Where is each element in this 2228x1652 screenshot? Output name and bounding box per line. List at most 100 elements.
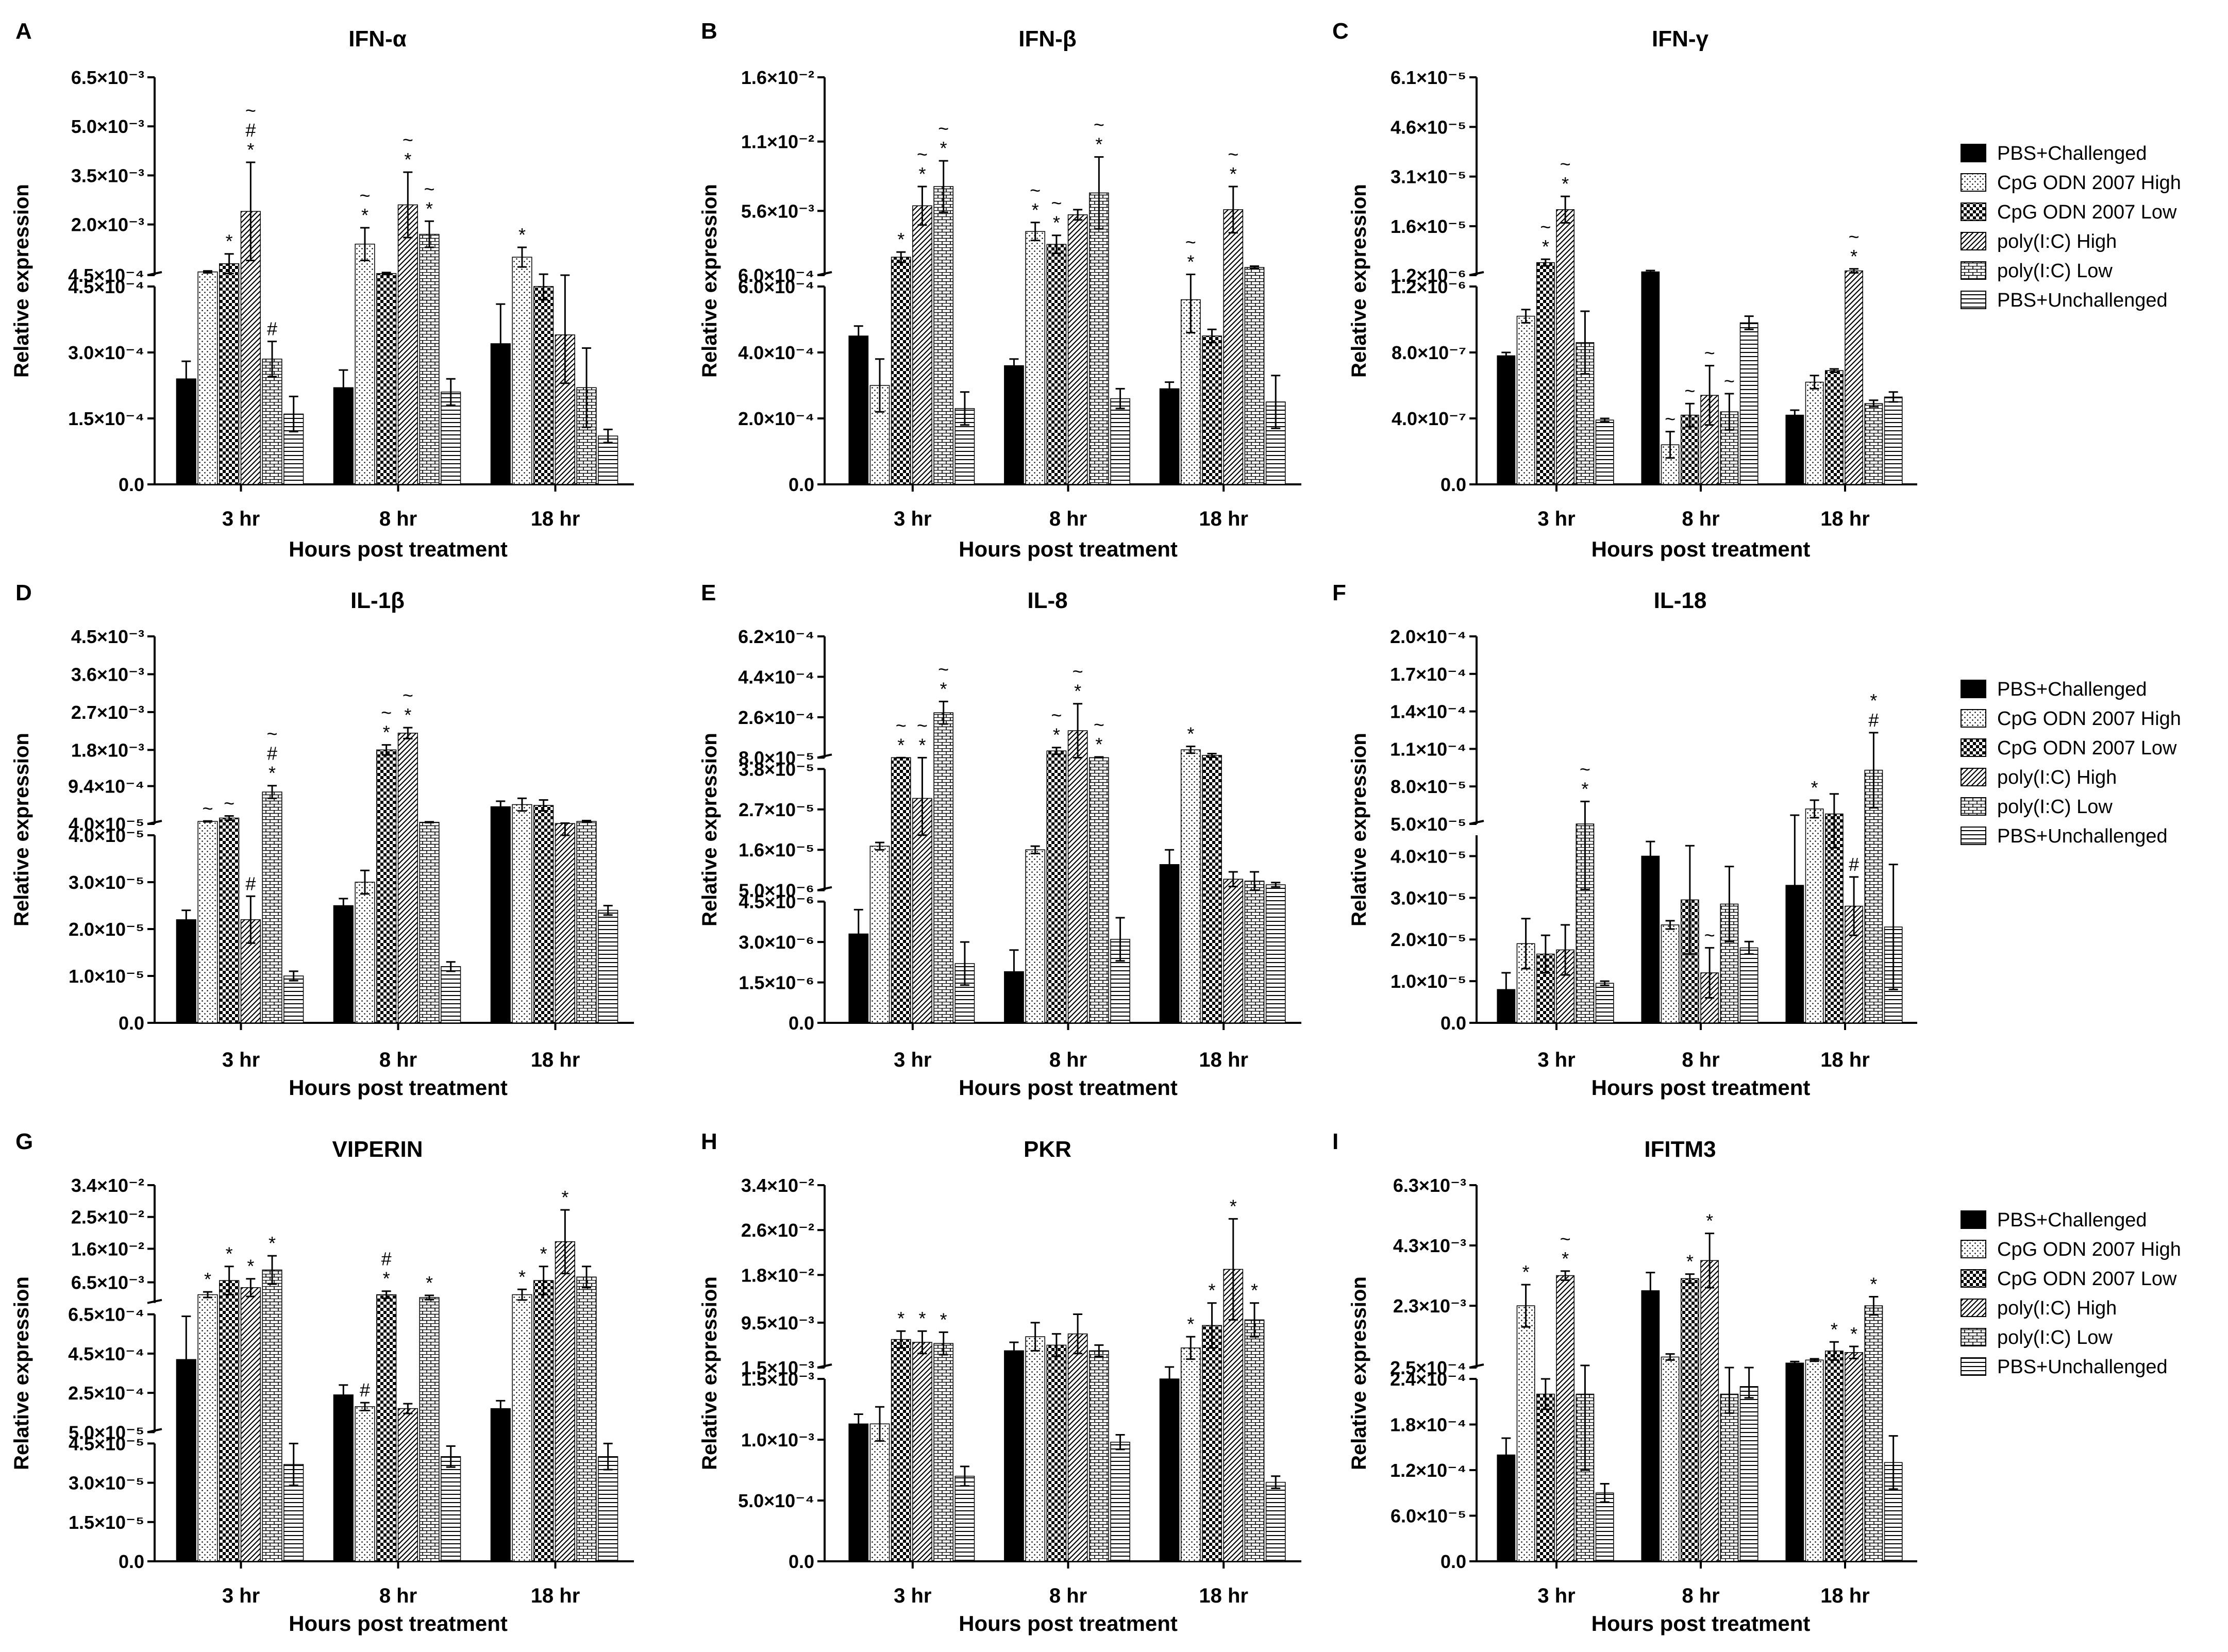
y-tick-label: 1.2×10⁻⁶ xyxy=(1391,276,1466,297)
significance-mark: * xyxy=(518,224,526,245)
bar xyxy=(1004,365,1024,485)
y-tick-label: 3.6×10⁻³ xyxy=(71,664,144,685)
legend-swatch xyxy=(1961,680,1986,698)
y-tick-label: 6.3×10⁻³ xyxy=(1393,1175,1466,1196)
significance-mark: * xyxy=(918,163,926,184)
significance-mark: ~ xyxy=(938,659,949,680)
axis-break-mark xyxy=(147,820,162,825)
axis-break-mark xyxy=(147,1428,162,1434)
significance-mark: # xyxy=(245,873,256,894)
panel-letter: E xyxy=(701,580,716,605)
panel-title: IFITM3 xyxy=(1644,1137,1716,1162)
y-tick-label: 1.0×10⁻³ xyxy=(741,1429,814,1451)
bar xyxy=(197,1294,218,1562)
panel-i: I IFITM3 0.0 6.0×10⁻⁵ 1.2×10⁻⁴ 1.8×10⁻⁴ 2.4×10… xyxy=(1332,1129,1917,1636)
significance-mark: * xyxy=(1811,777,1818,798)
significance-mark: ~ xyxy=(1684,380,1695,401)
y-tick-label: 4.4×10⁻⁴ xyxy=(738,666,814,687)
legend-swatch xyxy=(1961,1269,1986,1288)
panel-g: G VIPERIN 0.0 1.5×10⁻⁵ 3.0×10⁻⁵ 4.5×10⁻⁵5.0×1… xyxy=(10,1129,634,1636)
significance-mark: * xyxy=(897,1308,904,1329)
significance-mark: * xyxy=(1230,163,1237,184)
y-axis-label: Relative expression xyxy=(698,184,721,378)
significance-mark: * xyxy=(269,763,276,784)
significance-mark: * xyxy=(404,704,411,726)
significance-mark: * xyxy=(1187,1313,1194,1335)
significance-mark: ~ xyxy=(403,129,413,150)
panel-letter: H xyxy=(701,1129,717,1154)
bar xyxy=(1025,849,1046,1023)
bar xyxy=(262,359,282,485)
significance-mark: * xyxy=(897,734,904,755)
significance-mark: * xyxy=(1095,134,1102,155)
bar xyxy=(1641,271,1660,485)
y-tick-label: 3.0×10⁻⁴ xyxy=(68,342,144,363)
bar xyxy=(1067,1333,1088,1562)
bar xyxy=(1884,1462,1903,1562)
y-tick-label: 1.2×10⁻⁶ xyxy=(1391,265,1466,286)
y-tick-label: 8.0×10⁻⁵ xyxy=(739,747,814,768)
bar xyxy=(1641,1290,1660,1562)
bar xyxy=(176,919,196,1023)
significance-mark: * xyxy=(1230,1195,1237,1217)
significance-mark: ~ xyxy=(267,723,278,745)
panel-title: IFN-γ xyxy=(1652,26,1709,52)
y-tick-label: 4.5×10⁻⁶ xyxy=(739,891,814,913)
panel-title: IFN-β xyxy=(1018,26,1076,52)
legend-label: PBS+Unchallenged xyxy=(1997,1356,2168,1378)
legend-label: CpG ODN 2007 High xyxy=(1997,172,2181,194)
bar xyxy=(219,817,240,1023)
y-tick-label: 3.5×10⁻³ xyxy=(71,165,144,186)
bar xyxy=(376,749,397,1023)
significance-mark: # xyxy=(245,120,256,141)
significance-mark: ~ xyxy=(381,702,392,723)
y-tick-label: 6.5×10⁻³ xyxy=(71,67,144,88)
bar xyxy=(1244,881,1265,1023)
panels-layer: A IFN-α0.01.5×10⁻⁴3.0×10⁻⁴4.5×10⁻⁴4.5×10⁻… xyxy=(10,19,1917,1636)
significance-mark: ~ xyxy=(917,715,928,736)
legend-swatch xyxy=(1961,827,1986,845)
significance-mark: * xyxy=(1831,1319,1838,1340)
bar xyxy=(355,243,375,485)
bar xyxy=(262,791,282,1023)
y-tick-label: 4.5×10⁻⁵ xyxy=(69,1433,144,1454)
bar xyxy=(1536,1393,1555,1562)
y-tick-label: 2.0×10⁻⁵ xyxy=(1391,929,1466,950)
axis-break-mark xyxy=(147,1299,162,1304)
y-tick-label: 2.6×10⁻² xyxy=(741,1220,814,1241)
significance-mark: ~ xyxy=(424,178,435,199)
y-tick-label: 0.0 xyxy=(789,1013,814,1034)
significance-mark: * xyxy=(940,678,947,699)
bar xyxy=(1244,267,1265,485)
y-tick-label: 1.8×10⁻³ xyxy=(71,739,144,761)
bar xyxy=(555,1241,575,1562)
bar xyxy=(1680,1278,1699,1562)
bar xyxy=(1223,209,1244,485)
y-tick-label: 0.0 xyxy=(119,1551,144,1572)
significance-mark: * xyxy=(1850,246,1857,267)
legend-swatch xyxy=(1961,738,1986,757)
significance-mark: * xyxy=(247,1256,254,1277)
bar xyxy=(1739,947,1758,1023)
significance-mark: ~ xyxy=(1540,216,1551,238)
significance-mark: ~ xyxy=(1849,226,1860,247)
x-tick-label: 18 hr xyxy=(531,1049,580,1071)
significance-mark: * xyxy=(540,1243,547,1265)
panel-c: C IFN-γ 0.0 4.0×10⁻⁷ 8.0×10⁻⁷ 1.2×10⁻⁶1.2×10⁻… xyxy=(1332,19,1917,561)
y-tick-label: 6.0×10⁻⁴ xyxy=(738,276,814,297)
bar xyxy=(1805,381,1824,485)
x-tick-label: 8 hr xyxy=(1049,1584,1087,1607)
significance-mark: ~ xyxy=(1704,343,1715,364)
bar xyxy=(869,1423,890,1562)
significance-mark: * xyxy=(918,734,926,755)
x-axis-label: Hours post treatment xyxy=(1592,1611,1811,1636)
panel-a: A IFN-α 0.0 1.5×10⁻⁴ 3.0×10⁻⁴ 4.5×10⁻⁴4.5×10⁻… xyxy=(10,19,634,561)
panel-h: H PKR 0.0 5.0×10⁻⁴ 1.0×10⁻³ 1.5×10⁻³1.5×10⁻³ 9… xyxy=(698,1129,1301,1636)
significance-mark: * xyxy=(426,198,433,219)
significance-mark: ~ xyxy=(202,798,213,819)
legend-swatch xyxy=(1961,1328,1986,1346)
legend-label: CpG ODN 2007 High xyxy=(1997,1239,2181,1260)
bar xyxy=(1110,1441,1130,1562)
bar xyxy=(397,204,418,485)
significance-mark: * xyxy=(361,205,368,226)
